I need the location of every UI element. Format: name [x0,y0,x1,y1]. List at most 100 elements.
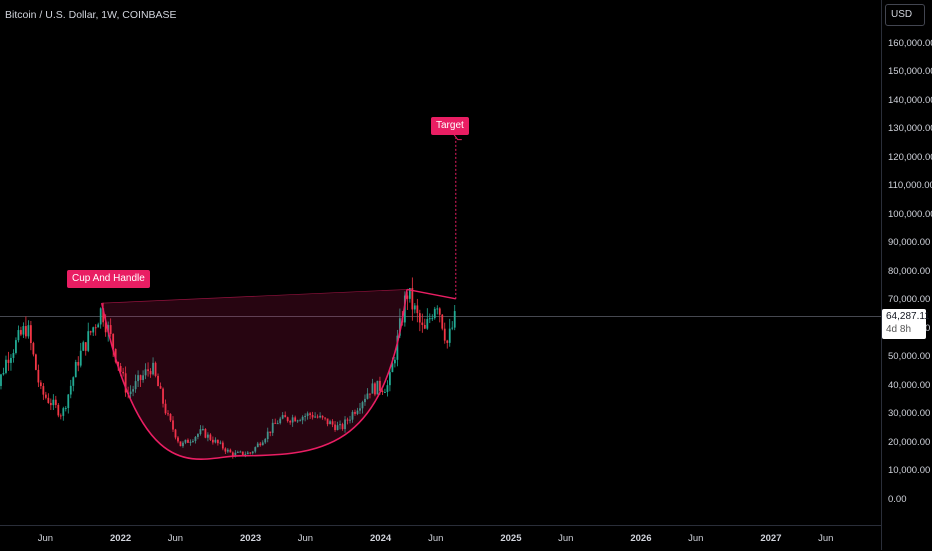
candle-body [393,359,396,364]
candle-body [139,375,142,380]
candle-body [172,420,174,430]
candle-body [182,442,184,447]
candle-body [20,330,22,335]
candle-body [411,288,414,310]
candle-body [79,350,82,366]
candle-body [296,420,299,422]
candle-body [221,442,224,449]
candle-body [279,418,282,424]
candle-body [431,318,434,320]
last-price-value: 64,287.11 [886,311,930,322]
candle-body [319,415,321,418]
candle-body [34,354,37,370]
candle-body [192,440,194,442]
candle-body [433,308,436,319]
candle-body [386,385,389,392]
candle-body [423,324,426,329]
candle-body [144,369,147,376]
candle-body [77,362,80,366]
candle-body [119,366,122,372]
cup-curve[interactable] [100,289,408,460]
candle-body [132,389,135,392]
candle-body [234,452,237,457]
candle-body [451,327,454,329]
candle-body [109,325,112,334]
candle-body [15,340,17,353]
candle-body [384,391,386,393]
price-axis[interactable]: 160,000.00 150,000.00 140,000.00 130,000.00… [881,0,932,550]
candle-body [42,386,45,395]
candle-body [149,371,152,375]
candle-body [271,422,274,433]
candle-body [251,451,254,454]
time-axis[interactable]: Jun 2022 Jun 2023 Jun 2024 Jun 2025 Jun 2026 Jun 20… [0,525,881,551]
target-label[interactable]: Target [431,117,469,135]
candle-body [99,308,102,325]
candle-body [324,417,326,419]
candle-body [134,381,137,390]
candle-body [229,449,232,453]
time-tick-label: Jun [428,533,444,544]
cup-fill [101,289,407,460]
candle-body [29,325,32,344]
candle-body [72,377,75,386]
candle-body [396,335,399,360]
price-tick-label: 140,000.00 [888,94,932,106]
candle-body [329,421,331,425]
time-tick-label: Jun [558,533,574,544]
candle-body [87,331,90,351]
candle-body [194,436,197,441]
candle-body [64,408,67,410]
candle-body [376,380,379,395]
candle-body [341,424,344,430]
cup-and-handle-label[interactable]: Cup And Handle [67,270,150,288]
price-tick-label: 50,000.00 [888,351,931,363]
price-tick-label: 70,000.00 [888,294,931,306]
candle-body [418,313,421,323]
currency-button[interactable]: USD [885,4,925,26]
candle-body [179,441,182,447]
candle-body [82,342,85,351]
candle-body [379,380,381,391]
candle-body [84,342,87,351]
candle-body [137,375,139,382]
price-tick-label: 150,000.00 [888,66,932,78]
price-tick-label: 0.00 [888,494,907,505]
candle-body [174,429,177,438]
candle-body [52,399,55,406]
candle-body [346,419,349,421]
candle-body [147,369,149,372]
candle-body [264,439,267,443]
candle-body [112,333,115,349]
handle-line[interactable] [406,288,456,300]
candle-body [59,415,62,417]
candle-body [269,431,272,433]
candle-body [154,362,157,376]
candle-body [398,318,401,336]
candle-body [294,417,297,422]
candle-body [122,371,125,374]
price-chart[interactable] [0,0,881,525]
candle-body [124,373,127,393]
candle-body [448,328,451,343]
cup-rim-line [101,289,408,304]
candle-body [226,449,229,452]
candle-body [453,311,456,328]
price-tick-label: 20,000.00 [888,436,931,448]
time-tick-label: Jun [818,533,834,544]
price-tick-label: 100,000.00 [888,208,932,220]
candle-body [331,421,334,425]
candle-body [32,343,35,355]
candle-body [266,431,269,440]
candle-body [5,359,7,373]
candle-body [326,418,329,425]
candle-body [142,375,144,380]
candle-body [202,428,204,430]
candle-body [27,325,30,337]
candle-body [114,348,117,362]
candle-body [231,452,234,457]
candle-body [94,327,97,329]
candle-body [209,434,212,440]
candle-body [204,428,207,438]
candle-body [12,352,15,358]
